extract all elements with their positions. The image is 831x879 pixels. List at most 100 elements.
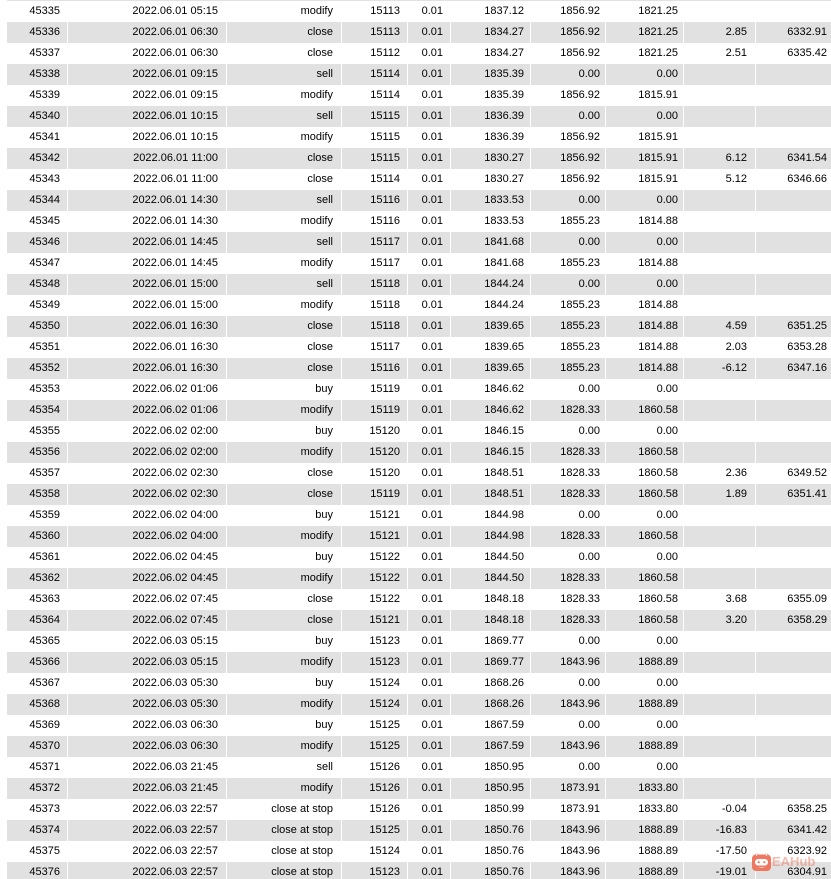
cell-size: 0.01 (408, 484, 450, 505)
table-row[interactable]: 45367 2022.06.03 05:30 buy 15124 0.01 18… (0, 673, 831, 694)
cell-balance (756, 778, 831, 799)
table-row[interactable]: 45368 2022.06.03 05:30 modify 15124 0.01… (0, 694, 831, 715)
table-row[interactable]: 45341 2022.06.01 10:15 modify 15115 0.01… (0, 127, 831, 148)
cell-take-profit: 1815.91 (606, 148, 683, 169)
cell-type: close (307, 173, 333, 185)
table-row[interactable]: 45347 2022.06.01 14:45 modify 15117 0.01… (0, 253, 831, 274)
table-row[interactable]: 45345 2022.06.01 14:30 modify 15116 0.01… (0, 211, 831, 232)
cell-size: 0.01 (408, 190, 450, 211)
cell-stop-loss: 1828.33 (531, 568, 605, 589)
cell-size: 0.01 (421, 467, 443, 479)
cell-order: 15114 (342, 64, 407, 85)
table-row[interactable]: 45357 2022.06.02 02:30 close 15120 0.01 … (0, 463, 831, 484)
table-row[interactable]: 45355 2022.06.02 02:00 buy 15120 0.01 18… (0, 421, 831, 442)
cell-profit: 2.51 (725, 47, 747, 59)
table-row[interactable]: 45374 2022.06.03 22:57 close at stop 151… (0, 820, 831, 841)
cell-stop-loss: 1856.92 (560, 47, 600, 59)
table-row[interactable]: 45375 2022.06.03 22:57 close at stop 151… (0, 841, 831, 862)
cell-row-number: 45350 (7, 316, 67, 337)
table-row[interactable]: 45349 2022.06.01 15:00 modify 15118 0.01… (0, 295, 831, 316)
cell-price: 1839.65 (451, 358, 530, 379)
table-row[interactable]: 45366 2022.06.03 05:15 modify 15123 0.01… (0, 652, 831, 673)
cell-profit (684, 64, 755, 85)
cell-balance: 6351.25 (756, 316, 831, 337)
cell-price: 1844.24 (451, 274, 530, 295)
cell-stop-loss: 1855.23 (531, 316, 605, 337)
cell-profit (684, 379, 755, 400)
cell-row-number: 45375 (29, 845, 60, 857)
cell-stop-loss: 1856.92 (560, 173, 600, 185)
cell-type: modify (300, 257, 333, 269)
cell-row-number: 45370 (7, 736, 67, 757)
table-row[interactable]: 45370 2022.06.03 06:30 modify 15125 0.01… (0, 736, 831, 757)
table-row[interactable]: 45344 2022.06.01 14:30 sell 15116 0.01 1… (0, 190, 831, 211)
cell-price: 1848.18 (451, 610, 530, 631)
table-row[interactable]: 45340 2022.06.01 10:15 sell 15115 0.01 1… (0, 106, 831, 127)
cell-order: 15122 (369, 593, 400, 605)
cell-order: 15125 (369, 719, 400, 731)
cell-type: buy (315, 635, 333, 647)
cell-take-profit: 1860.58 (638, 467, 678, 479)
table-row[interactable]: 45371 2022.06.03 21:45 sell 15126 0.01 1… (0, 757, 831, 778)
table-row[interactable]: 45336 2022.06.01 06:30 close 15113 0.01 … (0, 22, 831, 43)
table-row[interactable]: 45354 2022.06.02 01:06 modify 15119 0.01… (0, 400, 831, 421)
cell-time: 2022.06.03 05:15 (132, 635, 218, 647)
cell-time: 2022.06.02 01:06 (68, 400, 226, 421)
table-row[interactable]: 45335 2022.06.01 05:15 modify 15113 0.01… (0, 1, 831, 22)
table-row[interactable]: 45346 2022.06.01 14:45 sell 15117 0.01 1… (0, 232, 831, 253)
cell-order: 15126 (369, 803, 400, 815)
cell-type: modify (227, 736, 341, 757)
cell-row-number: 45341 (29, 131, 60, 143)
table-row[interactable]: 45362 2022.06.02 04:45 modify 15122 0.01… (0, 568, 831, 589)
cell-take-profit: 0.00 (656, 383, 678, 395)
table-row[interactable]: 45356 2022.06.02 02:00 modify 15120 0.01… (0, 442, 831, 463)
cell-row-number: 45353 (29, 383, 60, 395)
table-row[interactable]: 45350 2022.06.01 16:30 close 15118 0.01 … (0, 316, 831, 337)
cell-size: 0.01 (421, 173, 443, 185)
cell-size: 0.01 (408, 400, 450, 421)
cell-row-number: 45345 (29, 215, 60, 227)
cell-take-profit: 0.00 (656, 425, 678, 437)
cell-size: 0.01 (421, 803, 443, 815)
cell-take-profit: 1888.89 (606, 736, 683, 757)
cell-stop-loss: 0.00 (578, 635, 600, 647)
cell-time: 2022.06.03 05:30 (68, 694, 226, 715)
cell-profit (684, 736, 755, 757)
cell-time: 2022.06.02 07:45 (132, 593, 218, 605)
table-row[interactable]: 45360 2022.06.02 04:00 modify 15121 0.01… (0, 526, 831, 547)
cell-stop-loss: 1855.23 (560, 341, 600, 353)
table-row[interactable]: 45358 2022.06.02 02:30 close 15119 0.01 … (0, 484, 831, 505)
table-row[interactable]: 45363 2022.06.02 07:45 close 15122 0.01 … (0, 589, 831, 610)
table-row[interactable]: 45339 2022.06.01 09:15 modify 15114 0.01… (0, 85, 831, 106)
table-row[interactable]: 45373 2022.06.03 22:57 close at stop 151… (0, 799, 831, 820)
cell-price: 1846.15 (451, 442, 530, 463)
table-row[interactable]: 45348 2022.06.01 15:00 sell 15118 0.01 1… (0, 274, 831, 295)
cell-type: modify (227, 778, 341, 799)
table-row[interactable]: 45353 2022.06.02 01:06 buy 15119 0.01 18… (0, 379, 831, 400)
cell-price: 1850.76 (484, 845, 524, 857)
cell-stop-loss: 1855.23 (560, 299, 600, 311)
table-row[interactable]: 45352 2022.06.01 16:30 close 15116 0.01 … (0, 358, 831, 379)
table-row[interactable]: 45343 2022.06.01 11:00 close 15114 0.01 … (0, 169, 831, 190)
cell-balance: 6341.42 (756, 820, 831, 841)
cell-price: 1869.77 (484, 635, 524, 647)
table-row[interactable]: 45359 2022.06.02 04:00 buy 15121 0.01 18… (0, 505, 831, 526)
cell-type: close (307, 341, 333, 353)
table-row[interactable]: 45361 2022.06.02 04:45 buy 15122 0.01 18… (0, 547, 831, 568)
table-row[interactable]: 45369 2022.06.03 06:30 buy 15125 0.01 18… (0, 715, 831, 736)
cell-price: 1869.77 (451, 652, 530, 673)
cell-order: 15120 (369, 425, 400, 437)
table-row[interactable]: 45365 2022.06.03 05:15 buy 15123 0.01 18… (0, 631, 831, 652)
cell-order: 15119 (342, 484, 407, 505)
cell-type: sell (316, 761, 333, 773)
table-row[interactable]: 45351 2022.06.01 16:30 close 15117 0.01 … (0, 337, 831, 358)
table-row[interactable]: 45376 2022.06.03 22:57 close at stop 151… (0, 862, 831, 879)
table-row[interactable]: 45364 2022.06.02 07:45 close 15121 0.01 … (0, 610, 831, 631)
table-row[interactable]: 45372 2022.06.03 21:45 modify 15126 0.01… (0, 778, 831, 799)
table-row[interactable]: 45342 2022.06.01 11:00 close 15115 0.01 … (0, 148, 831, 169)
table-row[interactable]: 45338 2022.06.01 09:15 sell 15114 0.01 1… (0, 64, 831, 85)
cell-take-profit: 0.00 (656, 677, 678, 689)
cell-time: 2022.06.03 05:15 (68, 652, 226, 673)
cell-stop-loss: 1855.23 (560, 257, 600, 269)
table-row[interactable]: 45337 2022.06.01 06:30 close 15112 0.01 … (0, 43, 831, 64)
